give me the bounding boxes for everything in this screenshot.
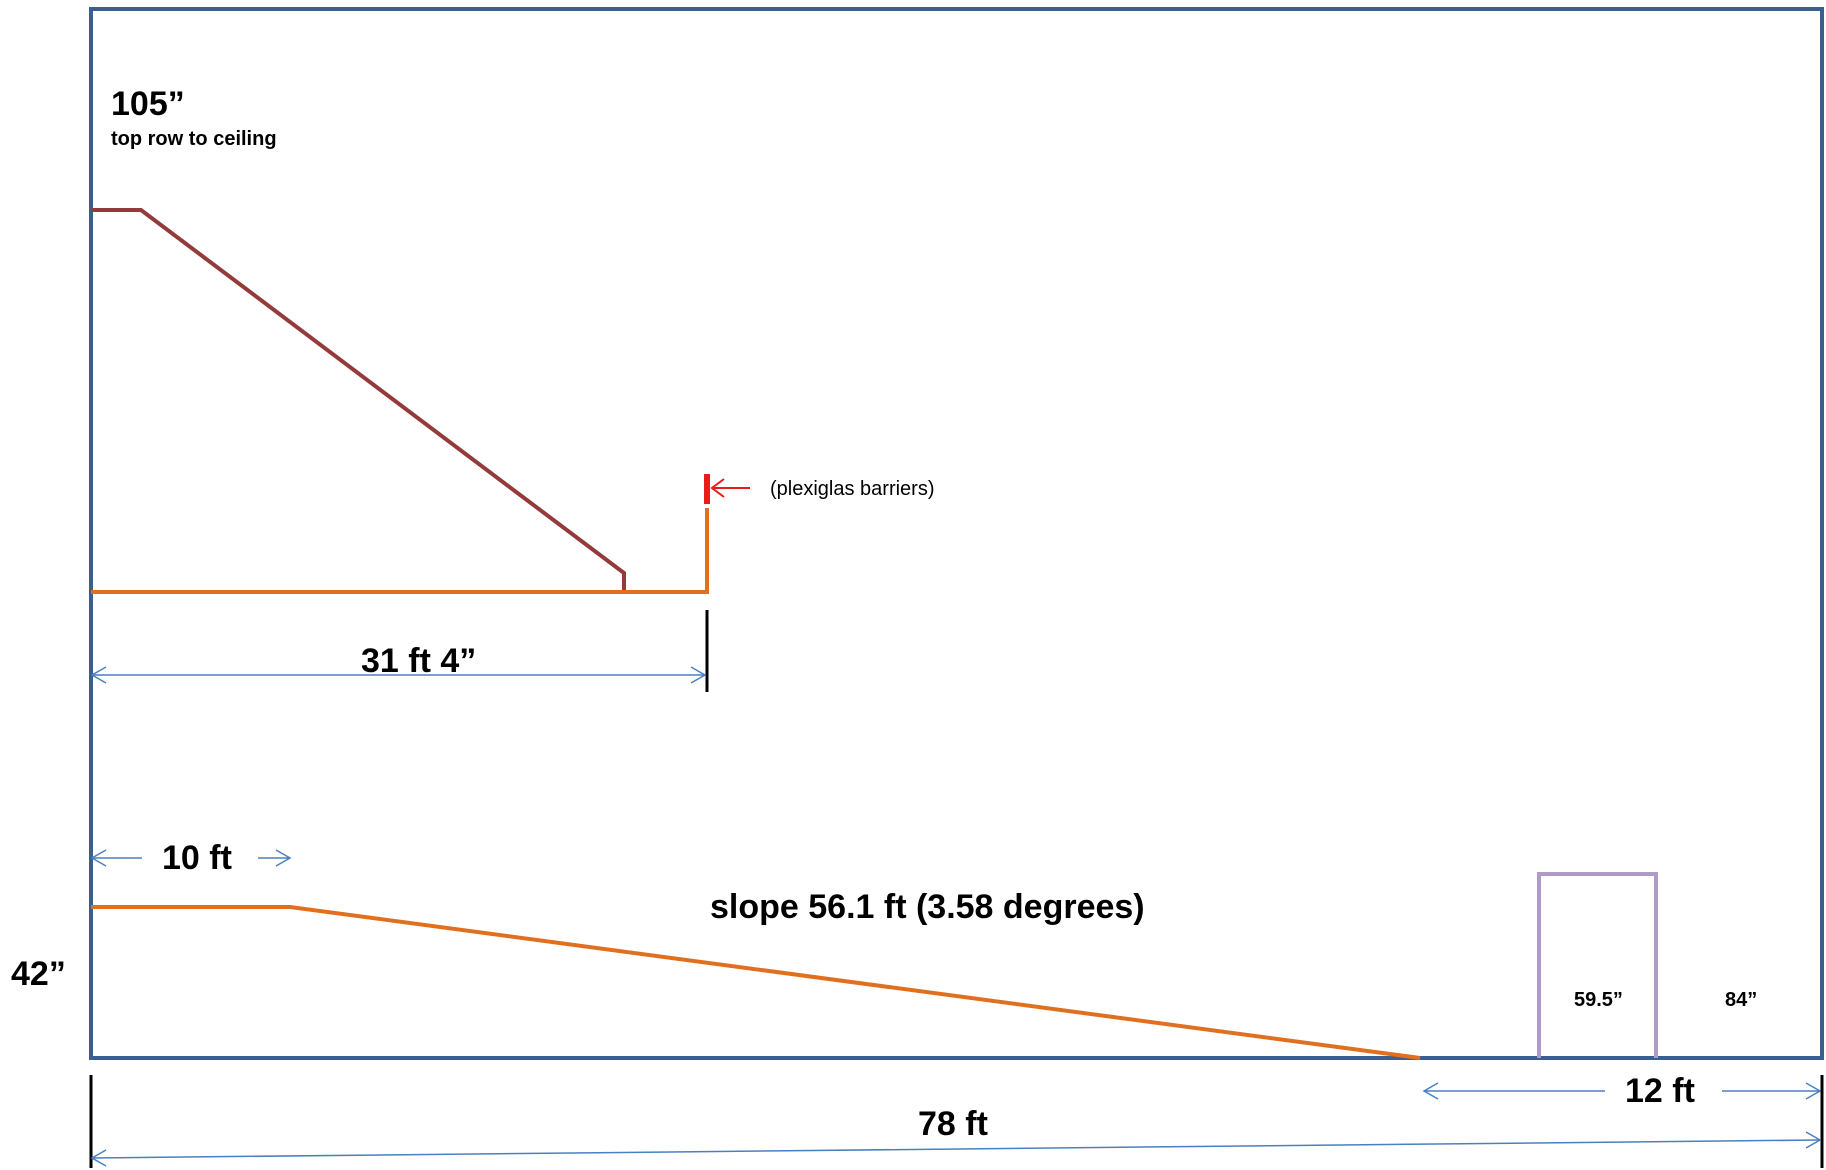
barrier-note-label: (plexiglas barriers) [770,478,935,500]
door-width-label: 59.5” [1574,989,1623,1011]
ceiling-height-label: 105” [111,85,185,123]
stage-depth-label: 12 ft [1625,1072,1695,1110]
stage-depth-dimension-arrow [1422,1082,1822,1100]
room-outline [89,7,1824,1060]
barrier-pointer-arrow [710,478,750,498]
floor-height-label: 42” [11,955,66,993]
total-length-label: 78 ft [918,1105,988,1143]
flat-section-dimension-arrow [90,849,292,867]
lower-floor-slope-line [91,905,1421,1060]
seating-depth-dimension-arrow [90,666,707,684]
ceiling-note-label: top row to ceiling [111,128,277,150]
door-outline [1537,872,1658,1058]
door-height-label: 84” [1725,989,1757,1011]
flat-section-label: 10 ft [162,839,232,877]
upper-floor-line [91,508,709,594]
seating-rake-line [91,208,626,592]
seating-depth-label: 31 ft 4” [361,642,476,680]
total-length-dimension-arrow [90,1131,1822,1167]
slope-label: slope 56.1 ft (3.58 degrees) [710,888,1145,926]
